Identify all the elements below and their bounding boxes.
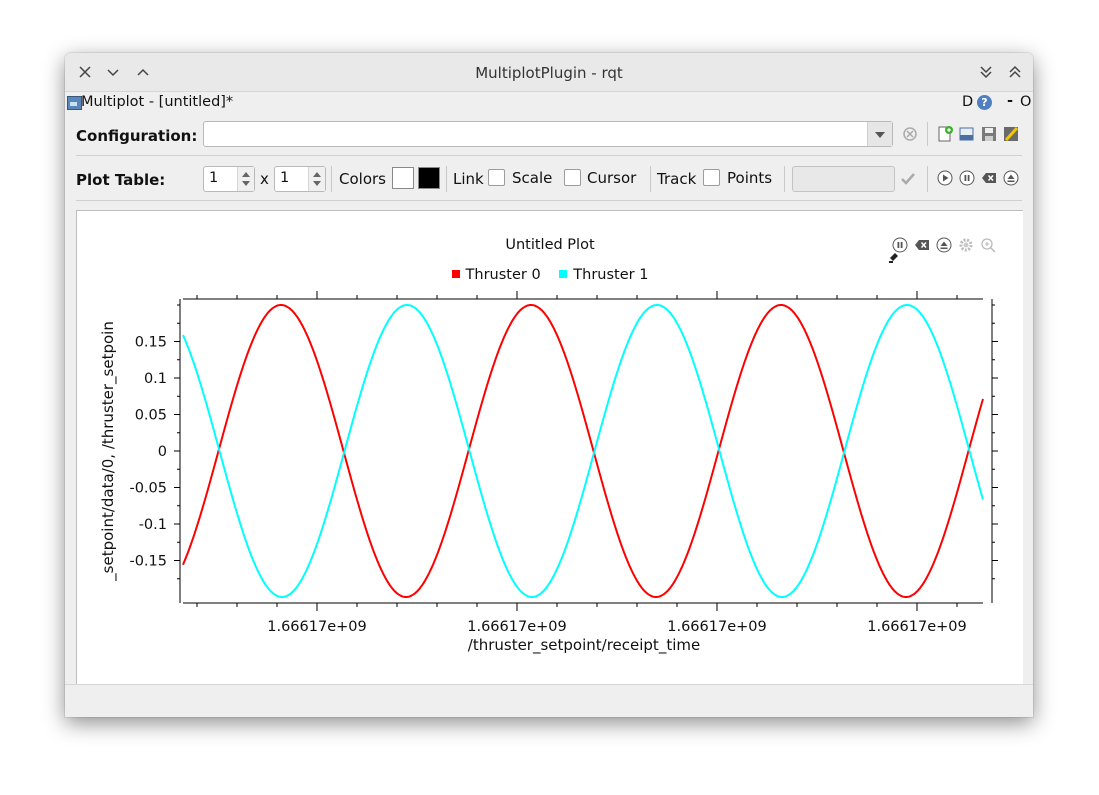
- link-label: Link: [453, 170, 484, 188]
- y-axis-title: _setpoint/data/0, /thruster_setpoin: [99, 321, 118, 582]
- help-icon[interactable]: ?: [977, 95, 992, 110]
- divider: [76, 200, 1022, 201]
- close-plugin-button[interactable]: O: [1020, 94, 1032, 110]
- series-line-0: [182, 304, 984, 598]
- legend-label: Thruster 0: [465, 267, 541, 283]
- scale-label: Scale: [512, 169, 553, 187]
- track-points-input[interactable]: [792, 166, 895, 192]
- configuration-row: Configuration:: [65, 120, 1033, 150]
- pause-icon[interactable]: [959, 170, 975, 186]
- separator: [446, 166, 447, 192]
- line-chart[interactable]: -0.15 -0.1 -0.05 0 0.05 0.1 0.15 1.66617e+09 1.6…: [77, 211, 1023, 685]
- separator: [927, 122, 928, 146]
- colors-label: Colors: [339, 170, 386, 188]
- plot-pause-icon[interactable]: [892, 237, 908, 253]
- rows-stepper[interactable]: [237, 167, 254, 191]
- plugin-title: Multiplot - [untitled]*: [81, 94, 234, 110]
- configuration-combobox[interactable]: [203, 121, 893, 147]
- open-config-icon[interactable]: [958, 125, 976, 143]
- x-tick-label: 1.66617e+09: [267, 619, 366, 635]
- plot-settings-gear-icon[interactable]: [958, 237, 974, 253]
- separator: [927, 166, 928, 192]
- legend-item-thruster-0[interactable]: Thruster 0: [451, 267, 546, 283]
- play-icon[interactable]: [937, 170, 953, 186]
- dock-button[interactable]: D: [962, 94, 974, 110]
- save-config-icon[interactable]: [980, 125, 998, 143]
- window-title: MultiplotPlugin - rqt: [475, 64, 623, 82]
- maximize-window-icon[interactable]: [133, 62, 153, 82]
- plot-toolbar: [889, 237, 1002, 263]
- track-label: Track: [657, 170, 697, 188]
- points-label: Points: [727, 169, 773, 187]
- rows-value: 1: [209, 170, 219, 186]
- x-tick-label: 1.66617e+09: [467, 619, 566, 635]
- series-line-1: [182, 304, 984, 598]
- title-bar: MultiplotPlugin - rqt: [65, 53, 1033, 92]
- y-tick-label: -0.15: [129, 554, 167, 570]
- cols-spinbox[interactable]: 1: [274, 166, 326, 192]
- plot-clear-icon[interactable]: [914, 237, 930, 253]
- legend-swatch: [559, 270, 568, 278]
- check-icon[interactable]: [899, 170, 917, 188]
- plot-eject-icon[interactable]: [936, 237, 952, 253]
- clear-icon[interactable]: [981, 170, 997, 186]
- x-axis-title: /thruster_setpoint/receipt_time: [468, 636, 700, 655]
- clear-config-icon[interactable]: [901, 125, 919, 143]
- cols-stepper[interactable]: [308, 167, 325, 191]
- legend-label: Thruster 1: [573, 267, 649, 283]
- legend-swatch: [451, 270, 460, 278]
- minimize-plugin-button[interactable]: -: [1007, 93, 1014, 109]
- app-window: MultiplotPlugin - rqt Multiplot - [untit…: [65, 53, 1033, 717]
- x-tick-label: 1.66617e+09: [667, 619, 766, 635]
- close-window-icon[interactable]: [75, 62, 95, 82]
- plot-table-row: Plot Table: 1 x 1 Colors Link Scale Curs…: [65, 163, 1033, 195]
- y-tick-label: -0.05: [129, 481, 167, 497]
- points-checkbox[interactable]: [703, 169, 720, 186]
- configuration-label: Configuration:: [76, 127, 198, 145]
- rows-spinbox[interactable]: 1: [203, 166, 255, 192]
- y-tick-label: 0.05: [135, 408, 167, 424]
- shade-up-icon[interactable]: [1005, 62, 1025, 82]
- y-tick-label: 0.1: [144, 371, 167, 387]
- separator: [650, 166, 651, 192]
- cols-value: 1: [280, 170, 290, 186]
- plot-zoom-icon[interactable]: [980, 237, 996, 253]
- legend-item-thruster-1[interactable]: Thruster 1: [559, 267, 648, 283]
- mouse-cursor-icon: [888, 249, 900, 263]
- times-label: x: [260, 170, 269, 188]
- plot-title: Untitled Plot: [505, 237, 595, 253]
- divider: [76, 155, 1022, 156]
- link-checkbox[interactable]: [488, 169, 505, 186]
- eject-icon[interactable]: [1003, 170, 1019, 186]
- plugin-header: Multiplot - [untitled]* D ? - O: [65, 92, 1033, 114]
- cursor-label: Cursor: [587, 169, 637, 187]
- save-as-config-icon[interactable]: [1002, 125, 1020, 143]
- plot-table-label: Plot Table:: [76, 171, 166, 189]
- new-config-icon[interactable]: [936, 125, 954, 143]
- y-tick-label: -0.1: [139, 517, 167, 533]
- chevron-down-icon[interactable]: [867, 122, 892, 146]
- plugin-icon: [67, 96, 82, 110]
- plot-legend: Thruster 0 Thruster 1: [77, 267, 1023, 283]
- y-tick-label: 0.15: [135, 335, 167, 351]
- status-bar: [65, 684, 1033, 717]
- x-tick-label: 1.66617e+09: [867, 619, 966, 635]
- foreground-color-button[interactable]: [418, 167, 440, 189]
- cursor-checkbox[interactable]: [564, 169, 581, 186]
- plot-widget[interactable]: Untitled Plot Thruster 0 Thruster 1: [76, 210, 1023, 686]
- y-tick-label: 0: [158, 444, 167, 460]
- separator: [331, 166, 332, 192]
- background-color-button[interactable]: [392, 167, 414, 189]
- separator: [784, 166, 785, 192]
- minimize-window-icon[interactable]: [103, 62, 123, 82]
- shade-down-icon[interactable]: [976, 62, 996, 82]
